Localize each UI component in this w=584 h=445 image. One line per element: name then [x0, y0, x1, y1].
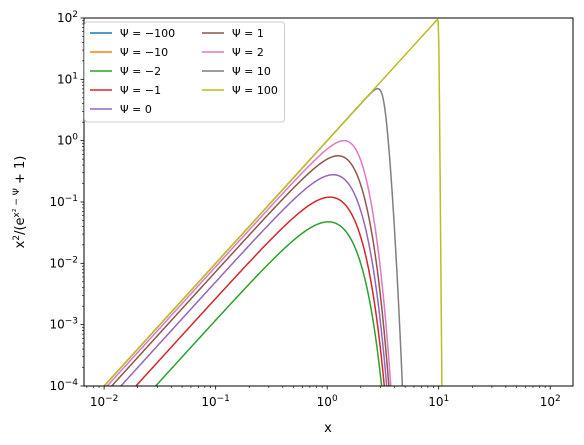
x-axis-label: x	[324, 421, 332, 436]
x-tick-label: 100	[317, 394, 338, 409]
legend-label: Ψ = −100	[120, 27, 175, 40]
y-label-exp1: 2	[12, 235, 22, 241]
y-label-mid: /(e	[13, 217, 28, 234]
series-line-6	[106, 139, 392, 386]
series-line-3	[134, 196, 386, 386]
y-tick-label: 102	[57, 10, 78, 25]
x-tick-label: 102	[540, 394, 561, 409]
ticks-layer: 10−2 10−1 100 101 102 10−4 10−3 10−2 10−1 100 101 1…	[49, 10, 560, 409]
legend: Ψ = −100 Ψ = −10 Ψ = −2 Ψ = −1 Ψ = 0 Ψ = 1 Ψ =…	[84, 21, 285, 123]
y-tick-label: 100	[57, 133, 78, 148]
y-tick-label: 101	[57, 71, 78, 86]
y-tick-label: 10−2	[49, 255, 78, 270]
y-axis-label: x2/(ex² − Ψ + 1)	[12, 156, 28, 249]
series-line-8	[103, 18, 443, 386]
legend-label: Ψ = 1	[232, 27, 264, 40]
series-line-7	[103, 87, 404, 386]
legend-label: Ψ = −2	[120, 65, 161, 78]
legend-label: Ψ = 100	[232, 84, 278, 97]
y-label-base: x	[13, 240, 28, 248]
series-line-5	[110, 155, 390, 386]
y-label-tail: + 1)	[13, 156, 28, 189]
x-tick-label: 10−2	[90, 394, 119, 409]
legend-label: Ψ = 10	[232, 65, 271, 78]
legend-label: Ψ = 0	[120, 103, 152, 116]
series-line-2	[154, 221, 383, 386]
series-line-4	[119, 173, 388, 386]
y-tick-label: 10−3	[49, 317, 78, 332]
y-tick-label: 10−1	[49, 194, 78, 209]
legend-label: Ψ = −1	[120, 84, 161, 97]
x-tick-label: 10−1	[201, 394, 230, 409]
series-layer	[103, 18, 443, 386]
legend-label: Ψ = 2	[232, 46, 264, 59]
y-tick-label: 10−4	[49, 378, 78, 393]
y-label-exp2: x² − Ψ	[12, 188, 22, 217]
x-tick-label: 101	[428, 394, 449, 409]
legend-frame	[84, 21, 285, 123]
legend-label: Ψ = −10	[120, 46, 168, 59]
